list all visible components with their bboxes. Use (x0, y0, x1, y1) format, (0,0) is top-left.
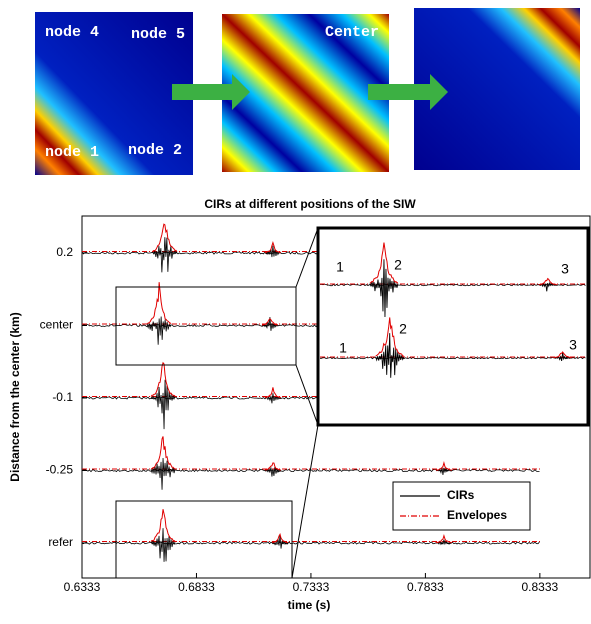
zoom-box (115, 286, 297, 366)
cir-arrival (152, 237, 178, 273)
envelope-arrival (150, 509, 176, 542)
inset-envelope-arrival (369, 242, 399, 284)
heatmap (222, 14, 389, 172)
cir-arrival (435, 467, 453, 475)
envelope-arrival (435, 461, 453, 471)
connector (295, 364, 319, 426)
legend-label: CIRs (447, 488, 475, 502)
x-tick-label: 0.6833 (178, 580, 215, 594)
x-tick-label: 0.7833 (407, 580, 444, 594)
zoom-box (115, 500, 293, 579)
inset-cir-arrival (375, 333, 405, 378)
y-axis-label: Distance from the center (km) (8, 312, 22, 481)
inset (316, 226, 590, 427)
cir-arrival (435, 539, 453, 546)
noise-trace (81, 541, 540, 545)
y-tick-label: -0.25 (46, 463, 74, 477)
y-tick-label: center (40, 318, 73, 332)
arrow (368, 74, 448, 110)
inset-annotation: 1 (336, 259, 344, 275)
plot: 0.6333 0.6833 0.7333 0.7833 0.8333 0.2 center -… (40, 215, 591, 594)
legend (392, 481, 531, 531)
cir-arrival (261, 317, 279, 331)
inset-envelope-arrival (375, 317, 404, 357)
envelope-arrival (264, 387, 282, 399)
inset-annotation: 1 (339, 340, 347, 356)
legend-label: Envelopes (447, 508, 507, 522)
inset-annotation: 3 (569, 337, 577, 353)
node-label: Center (325, 24, 379, 41)
y-tick-label: -0.1 (52, 390, 73, 404)
x-tick-label: 0.6333 (64, 580, 101, 594)
envelope-arrival (150, 361, 176, 397)
connector (295, 227, 319, 288)
cir-arrival (150, 379, 176, 430)
cir-arrival (264, 245, 282, 258)
inset-annotation: 3 (561, 261, 569, 277)
x-tick-label: 0.8333 (522, 580, 559, 594)
envelope-arrival (261, 318, 279, 326)
heatmap (35, 12, 193, 175)
inset-annotation: 2 (394, 257, 402, 273)
inset-envelope-arrival (553, 351, 572, 359)
x-tick-label: 0.7333 (293, 580, 330, 594)
node-label: node 4 (45, 24, 99, 41)
inset-annotation: 2 (399, 321, 407, 337)
connector (291, 424, 319, 579)
cir-arrival (146, 316, 172, 345)
x-axis-label: time (s) (288, 598, 331, 612)
cir-arrival (150, 457, 176, 490)
envelope-arrival (264, 241, 281, 254)
chart-title: CIRs at different positions of the SIW (204, 197, 416, 211)
envelope-arrival (271, 533, 289, 544)
heatmaps: node 4 node 5 node 1 node 2 Center (35, 8, 580, 175)
arrow (172, 74, 250, 110)
envelope-arrival (152, 223, 178, 252)
node-label: node 5 (131, 26, 185, 43)
cir-arrival (264, 393, 282, 404)
inset-envelope-arrival (538, 277, 557, 286)
cir-arrival (264, 466, 282, 477)
node-label: node 2 (128, 142, 182, 159)
node-label: node 1 (45, 144, 99, 161)
y-tick-label: refer (48, 535, 73, 549)
inset-noise (320, 356, 586, 360)
y-tick-label: 0.2 (56, 245, 73, 259)
envelope-arrival (435, 533, 453, 544)
envelope-arrival (150, 436, 176, 470)
cir-arrival (150, 528, 176, 562)
inset-cir-arrival (369, 259, 399, 318)
envelope-arrival (146, 282, 172, 325)
envelope-arrival (264, 462, 282, 471)
